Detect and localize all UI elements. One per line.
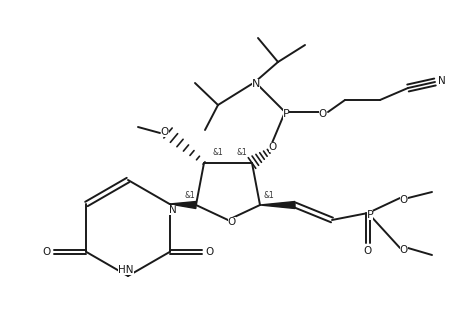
Text: O: O <box>161 127 169 137</box>
Text: O: O <box>399 195 407 205</box>
Text: O: O <box>268 142 277 152</box>
Text: O: O <box>318 109 326 119</box>
Text: N: N <box>251 79 260 89</box>
Text: &1: &1 <box>236 148 247 157</box>
Text: N: N <box>168 205 176 215</box>
Text: P: P <box>282 109 289 119</box>
Text: P: P <box>366 210 373 220</box>
Text: HN: HN <box>118 265 133 275</box>
Text: &1: &1 <box>263 191 274 199</box>
Text: &1: &1 <box>184 191 195 199</box>
Text: O: O <box>399 245 407 255</box>
Text: O: O <box>363 246 371 256</box>
Text: N: N <box>437 76 445 86</box>
Polygon shape <box>259 202 294 208</box>
Text: &1: &1 <box>212 148 223 157</box>
Polygon shape <box>169 202 196 208</box>
Text: O: O <box>205 247 213 257</box>
Text: O: O <box>42 247 51 257</box>
Text: O: O <box>228 217 236 227</box>
